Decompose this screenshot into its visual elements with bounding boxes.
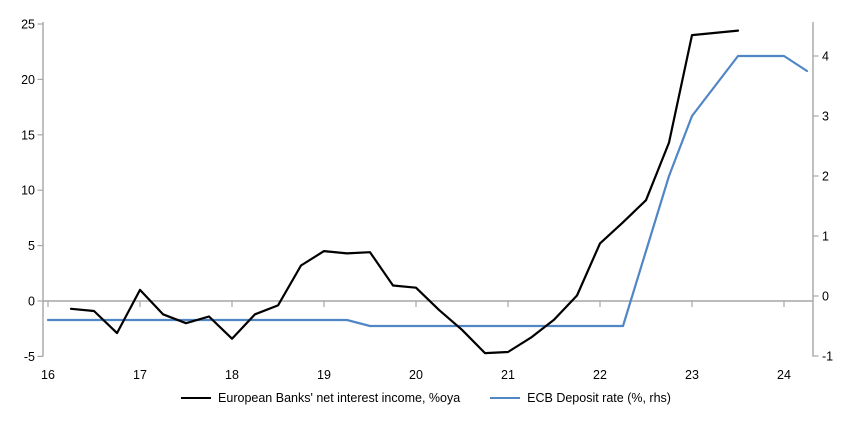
- x-tick-label: 16: [41, 368, 55, 382]
- nii-line-swatch: [181, 397, 212, 399]
- left-axis-tick-label: 5: [28, 239, 35, 253]
- x-tick-label: 24: [777, 368, 791, 382]
- left-axis-tick-label: 15: [21, 128, 35, 142]
- right-axis-tick-label: 2: [822, 170, 829, 184]
- chart-legend: European Banks' net interest income, %oy…: [0, 391, 852, 405]
- nii-legend-label: European Banks' net interest income, %oy…: [218, 391, 461, 405]
- legend-item-nii: European Banks' net interest income, %oy…: [181, 391, 460, 405]
- x-tick-label: 23: [685, 368, 699, 382]
- right-axis-tick-label: 1: [822, 230, 829, 244]
- left-axis-tick-label: 20: [21, 73, 35, 87]
- right-axis-tick-label: 3: [822, 110, 829, 124]
- deposit-rate-line: [46, 54, 809, 328]
- left-axis-tick-label: 25: [21, 18, 35, 32]
- right-axis-tick-label: 4: [822, 50, 829, 64]
- ecb-deposit-line-swatch: [490, 397, 521, 399]
- left-axis-tick-label: 0: [28, 295, 35, 309]
- legend-item-ecb: ECB Deposit rate (%, rhs): [490, 391, 671, 405]
- ecb-legend-label: ECB Deposit rate (%, rhs): [527, 391, 671, 405]
- right-axis-tick-label: -1: [822, 350, 833, 364]
- left-axis-tick-label: 10: [21, 184, 35, 198]
- x-tick-label: 22: [593, 368, 607, 382]
- nii-line: [69, 29, 740, 355]
- right-axis-tick-label: 0: [822, 290, 829, 304]
- x-tick-label: 19: [317, 368, 331, 382]
- x-tick-label: 17: [133, 368, 147, 382]
- x-tick-label: 21: [501, 368, 515, 382]
- left-axis-tick-label: -5: [24, 350, 35, 364]
- x-tick-label: 18: [225, 368, 239, 382]
- x-tick-label: 20: [409, 368, 423, 382]
